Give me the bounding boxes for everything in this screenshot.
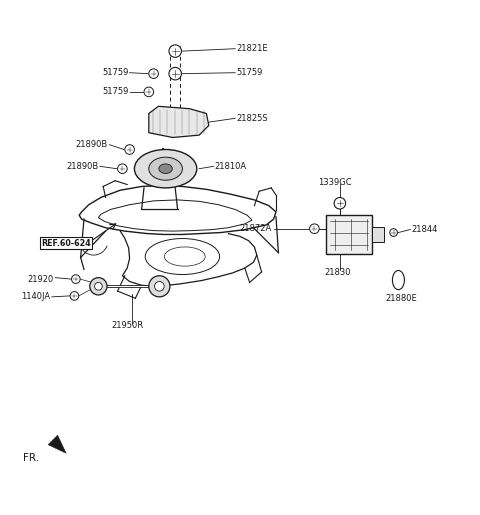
Text: 51759: 51759 [102, 88, 129, 96]
Circle shape [169, 45, 181, 57]
Circle shape [144, 87, 154, 97]
Ellipse shape [134, 149, 197, 188]
Circle shape [90, 278, 107, 295]
Text: 21890B: 21890B [66, 162, 98, 171]
Text: 1339GC: 1339GC [318, 178, 351, 187]
Circle shape [149, 276, 170, 297]
Text: 51759: 51759 [236, 68, 263, 77]
Circle shape [118, 164, 127, 174]
Text: 21844: 21844 [411, 225, 438, 234]
Circle shape [149, 69, 158, 78]
Circle shape [72, 275, 80, 283]
Text: REF.60-624: REF.60-624 [41, 238, 91, 248]
Text: 21821E: 21821E [236, 44, 268, 53]
Text: 21810A: 21810A [215, 162, 247, 171]
Ellipse shape [149, 157, 182, 180]
Text: 21950R: 21950R [111, 321, 143, 330]
Text: 21872A: 21872A [239, 224, 271, 233]
Polygon shape [48, 435, 66, 453]
Circle shape [169, 67, 181, 80]
Text: 21830: 21830 [324, 268, 350, 278]
Polygon shape [326, 215, 372, 254]
Circle shape [310, 224, 319, 233]
Text: FR.: FR. [23, 453, 39, 463]
Text: 51759: 51759 [102, 68, 129, 77]
Polygon shape [149, 106, 209, 138]
Circle shape [95, 282, 102, 290]
Circle shape [155, 282, 164, 291]
Text: 21880E: 21880E [385, 294, 417, 303]
Circle shape [125, 145, 134, 154]
Text: 21825S: 21825S [236, 114, 268, 123]
Polygon shape [372, 227, 384, 242]
Circle shape [390, 229, 397, 236]
Ellipse shape [159, 164, 172, 174]
Text: 1140JA: 1140JA [21, 293, 50, 301]
Text: 21920: 21920 [27, 274, 54, 284]
Text: 21890B: 21890B [76, 140, 108, 149]
Circle shape [334, 197, 346, 209]
Circle shape [70, 291, 79, 300]
